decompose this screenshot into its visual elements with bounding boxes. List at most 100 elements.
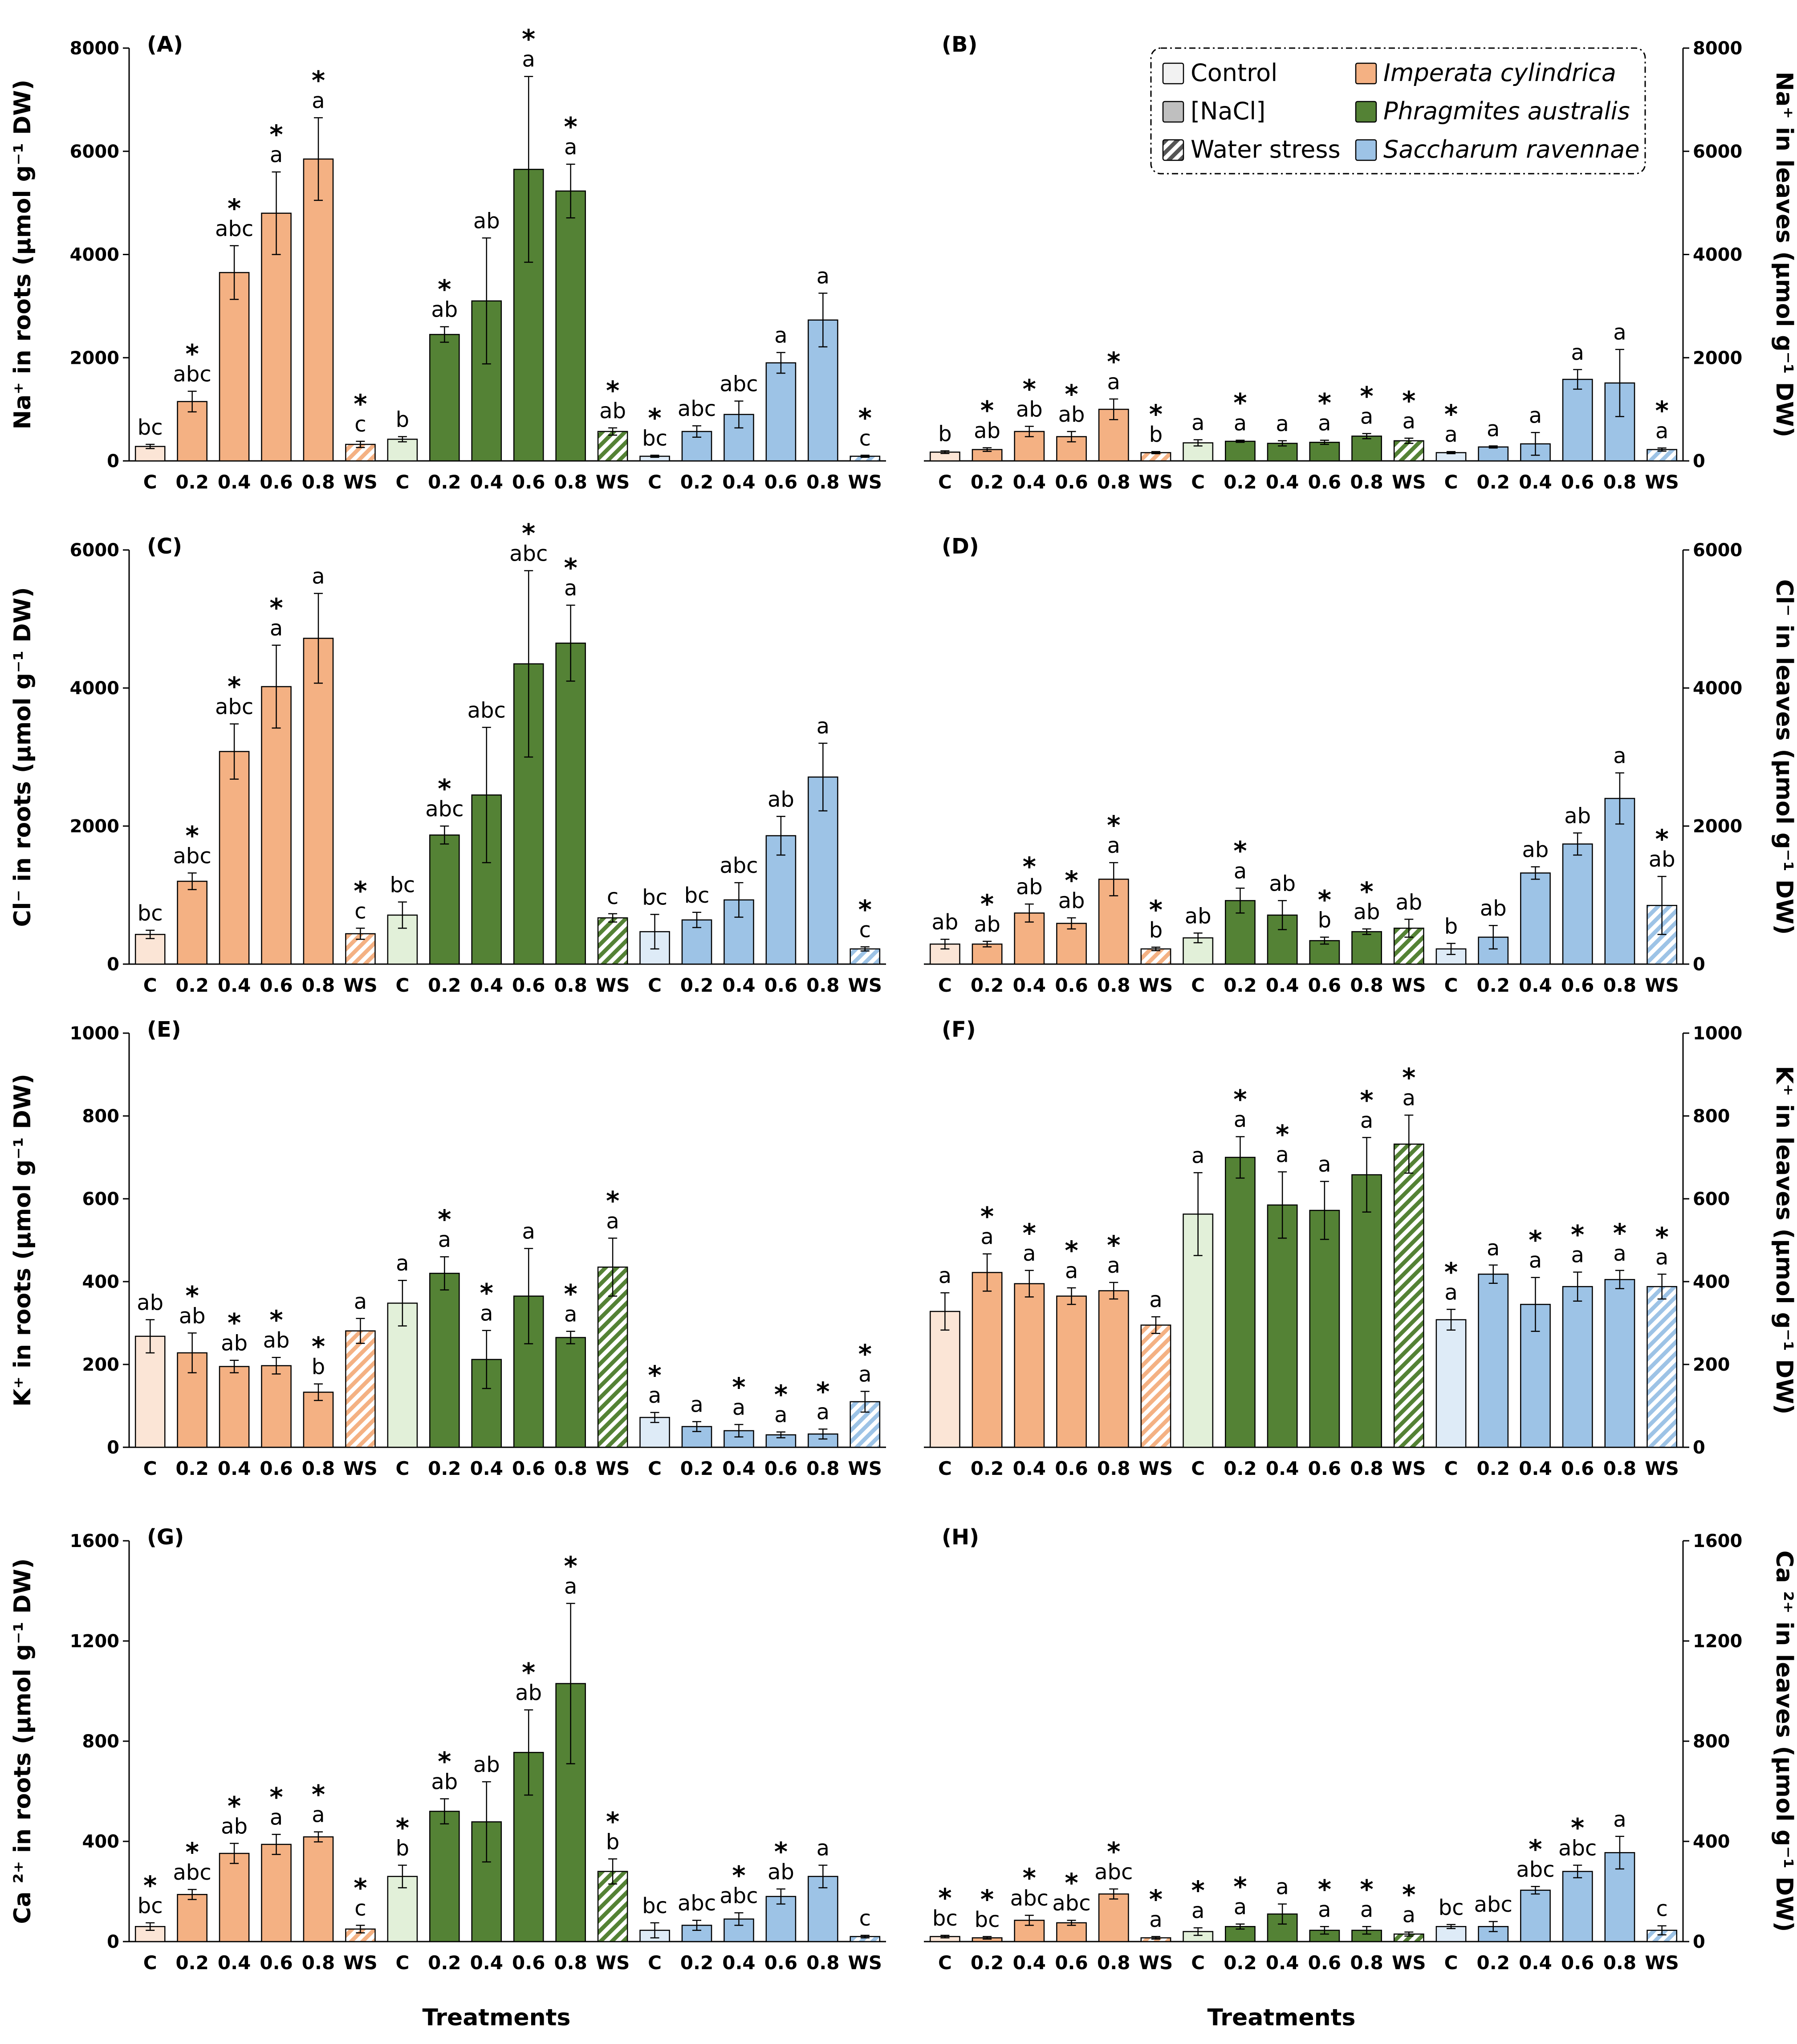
bar bbox=[303, 1392, 334, 1448]
significance-star: * bbox=[1065, 379, 1078, 409]
significance-star: * bbox=[185, 820, 199, 851]
category-label: 0.4 bbox=[470, 471, 503, 493]
bar bbox=[1520, 872, 1551, 965]
category-label: WS bbox=[1139, 471, 1173, 493]
significance-star: * bbox=[269, 593, 283, 623]
significance-letter: a bbox=[817, 1400, 829, 1425]
y-tick-label: 2000 bbox=[70, 816, 119, 837]
panel-A: 0 2000 4000 6000 8000 Na⁺ in roots (µmol g⁻¹ … bbox=[9, 24, 886, 493]
category-label: 0.2 bbox=[428, 1458, 461, 1479]
significance-letter: a bbox=[1613, 1241, 1626, 1266]
y-tick-label: 4000 bbox=[70, 678, 119, 699]
significance-star: * bbox=[1402, 1063, 1415, 1093]
significance-star: * bbox=[1233, 388, 1247, 418]
significance-letter: a bbox=[1655, 1245, 1668, 1270]
bar bbox=[303, 1836, 334, 1942]
significance-letter: abc bbox=[1094, 1860, 1133, 1885]
category-label: WS bbox=[596, 974, 630, 996]
significance-letter: a bbox=[1403, 1903, 1415, 1928]
significance-star: * bbox=[1149, 895, 1163, 925]
significance-letter: a bbox=[1276, 1875, 1289, 1900]
category-label: C bbox=[1191, 1952, 1205, 1974]
significance-letter: b bbox=[1149, 918, 1163, 943]
significance-star: * bbox=[228, 672, 241, 702]
significance-letter: a bbox=[1403, 1086, 1415, 1111]
significance-star: * bbox=[774, 1836, 788, 1867]
significance-star: * bbox=[1107, 346, 1120, 377]
y-tick-label: 1600 bbox=[70, 1531, 119, 1551]
panel-label: (G) bbox=[147, 1525, 184, 1550]
category-label: 0.8 bbox=[302, 471, 335, 493]
significance-star: * bbox=[1107, 1836, 1120, 1867]
y-tick-label: 6000 bbox=[1693, 142, 1742, 162]
significance-letter: a bbox=[1276, 411, 1289, 436]
panel-label: (A) bbox=[147, 32, 183, 57]
significance-star: * bbox=[1655, 824, 1668, 854]
category-label: 0.4 bbox=[470, 1458, 503, 1479]
significance-letter: ab bbox=[1185, 904, 1212, 928]
y-tick-label: 800 bbox=[1693, 1106, 1730, 1127]
category-label: 0.6 bbox=[260, 471, 293, 493]
significance-star: * bbox=[438, 1746, 451, 1776]
significance-letter: a bbox=[1613, 1807, 1626, 1832]
significance-letter: a bbox=[312, 1803, 325, 1828]
significance-letter: a bbox=[1191, 410, 1204, 435]
y-tick-label: 200 bbox=[1693, 1355, 1730, 1375]
significance-letter: ab bbox=[768, 1860, 794, 1885]
significance-star: * bbox=[269, 119, 283, 150]
panel-C: 0 2000 4000 6000 Cl⁻ in roots (µmol g⁻¹ DW) (… bbox=[9, 518, 886, 996]
significance-letter: a bbox=[1234, 1108, 1247, 1132]
significance-star: * bbox=[1360, 876, 1373, 907]
category-label: 0.8 bbox=[1097, 1458, 1130, 1479]
significance-letter: a bbox=[564, 1302, 577, 1327]
significance-star: * bbox=[1613, 1218, 1626, 1248]
category-label: 0.4 bbox=[218, 471, 251, 493]
panel-F: 0 200 400 600 800 1000 K⁺ in leaves (µmol g⁻¹ … bbox=[924, 1017, 1797, 1479]
y-tick-label: 0 bbox=[1693, 1437, 1705, 1458]
significance-letter: a bbox=[1149, 1907, 1162, 1932]
significance-letter: ab bbox=[1269, 871, 1296, 896]
bar bbox=[429, 1273, 460, 1448]
category-label: 0.6 bbox=[1308, 1952, 1341, 1974]
significance-star: * bbox=[564, 1279, 577, 1309]
significance-letter: a bbox=[1234, 411, 1247, 436]
bar bbox=[1647, 449, 1678, 462]
bar bbox=[219, 1366, 250, 1448]
significance-letter: bc bbox=[684, 883, 710, 908]
y-tick-label: 0 bbox=[107, 954, 119, 975]
category-label: 0.2 bbox=[1477, 471, 1510, 493]
category-label: WS bbox=[596, 1952, 630, 1974]
category-label: 0.4 bbox=[1519, 1458, 1552, 1479]
category-label: 0.8 bbox=[554, 1458, 587, 1479]
bar bbox=[219, 751, 250, 965]
bar bbox=[597, 431, 628, 462]
significance-letter: a bbox=[1107, 833, 1120, 858]
category-label: 0.4 bbox=[218, 1952, 251, 1974]
category-label: 0.8 bbox=[806, 974, 839, 996]
bar bbox=[1562, 843, 1593, 965]
category-label: 0.2 bbox=[1224, 1952, 1256, 1974]
category-label: 0.8 bbox=[1097, 974, 1130, 996]
significance-letter: a bbox=[1191, 1143, 1204, 1168]
significance-letter: abc bbox=[1516, 1857, 1554, 1882]
category-label: 0.4 bbox=[722, 974, 755, 996]
significance-letter: b bbox=[1149, 422, 1163, 447]
category-label: 0.4 bbox=[1266, 974, 1299, 996]
significance-letter: ab bbox=[974, 418, 1000, 443]
category-label: 0.8 bbox=[554, 1952, 587, 1974]
significance-letter: a bbox=[1318, 411, 1331, 436]
category-label: C bbox=[395, 974, 409, 996]
bar bbox=[219, 272, 250, 462]
category-label: C bbox=[395, 471, 409, 493]
category-label: C bbox=[938, 1458, 952, 1479]
category-label: WS bbox=[1139, 1952, 1173, 1974]
category-label: 0.2 bbox=[1477, 974, 1510, 996]
y-tick-label: 4000 bbox=[1693, 678, 1742, 699]
significance-letter: a bbox=[1487, 1236, 1500, 1261]
significance-star: * bbox=[606, 1806, 619, 1836]
significance-star: * bbox=[1233, 1872, 1247, 1902]
significance-letter: a bbox=[564, 135, 577, 160]
bar bbox=[219, 1853, 250, 1942]
category-label: WS bbox=[1392, 1952, 1426, 1974]
y-axis-label: Cl⁻ in roots (µmol g⁻¹ DW) bbox=[9, 587, 36, 927]
